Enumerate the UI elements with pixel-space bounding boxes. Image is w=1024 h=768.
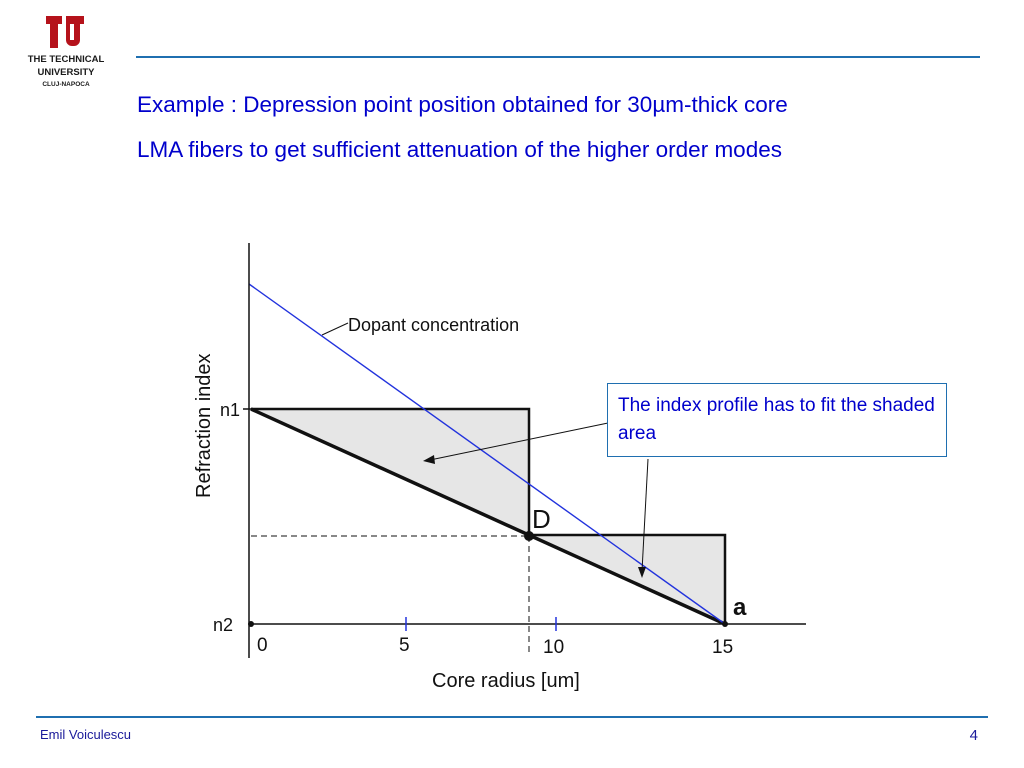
callout-box: The index profile has to fit the shaded … bbox=[607, 383, 947, 457]
slide-title-line1: Example : Depression point position obta… bbox=[137, 92, 788, 117]
footer-divider bbox=[36, 716, 988, 718]
footer-author: Emil Voiculescu bbox=[40, 727, 132, 742]
callout-arrow-lower bbox=[641, 458, 649, 572]
y-label-n2: n2 bbox=[213, 615, 233, 635]
logo-text-line2: UNIVERSITY bbox=[37, 67, 95, 78]
lower-bound-line bbox=[250, 407, 726, 626]
university-emblem-icon bbox=[46, 16, 84, 48]
x-tick-label-15: 15 bbox=[712, 637, 733, 658]
page-number: 4 bbox=[969, 727, 978, 744]
slide-title-line2: LMA fibers to get sufficient attenuation… bbox=[137, 137, 782, 162]
logo-text-line3: CLUJ-NAPOCA bbox=[42, 81, 90, 88]
n2-origin-dot bbox=[248, 621, 254, 627]
logo-text-line1: THE TECHNICAL bbox=[27, 54, 105, 65]
y-axis-label: Refraction index bbox=[193, 353, 215, 498]
header-divider bbox=[136, 56, 980, 58]
callout-arrowhead-upper bbox=[423, 455, 435, 464]
core-edge-dot bbox=[722, 621, 728, 627]
x-axis-label: Core radius [um] bbox=[432, 670, 580, 692]
dopant-leader-line bbox=[321, 322, 349, 336]
x-tick-label-0: 0 bbox=[257, 635, 268, 656]
university-logo: THE TECHNICAL UNIVERSITY CLUJ-NAPOCA bbox=[14, 12, 118, 98]
callout-arrow-upper bbox=[429, 422, 609, 461]
core-edge-label: a bbox=[733, 594, 747, 621]
x-tick-label-10: 10 bbox=[543, 637, 564, 658]
dopant-label: Dopant concentration bbox=[348, 315, 519, 335]
callout-arrowhead-lower bbox=[638, 567, 646, 578]
x-tick-label-5: 5 bbox=[399, 635, 410, 656]
depression-point-dot bbox=[524, 531, 534, 541]
depression-point-label: D bbox=[532, 504, 551, 534]
y-label-n1: n1 bbox=[220, 400, 240, 420]
